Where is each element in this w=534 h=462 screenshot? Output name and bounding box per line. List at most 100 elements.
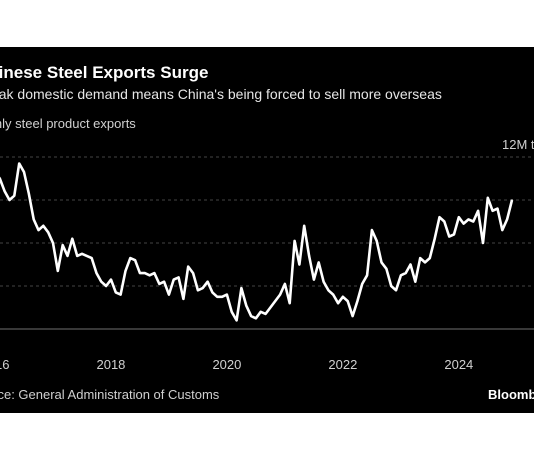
data-point (211, 291, 214, 294)
data-point (293, 240, 296, 242)
data-point (409, 263, 412, 266)
data-point (511, 199, 513, 201)
chart-title: Chinese Steel Exports Surge (0, 63, 209, 82)
y-unit-label: 12M t (502, 137, 534, 152)
data-point (313, 278, 315, 281)
data-point (351, 315, 354, 317)
data-point (110, 278, 112, 281)
data-point (501, 229, 504, 231)
chart-subtitle: Weak domestic demand means China's being… (0, 86, 442, 102)
data-point (129, 257, 132, 259)
data-point (76, 255, 78, 257)
data-point (221, 296, 223, 298)
data-point (28, 192, 30, 195)
data-point (385, 268, 388, 270)
x-tick-label: 2022 (328, 357, 357, 372)
data-point (245, 304, 247, 307)
data-point (153, 272, 156, 274)
data-point (438, 216, 441, 218)
data-point (356, 300, 359, 302)
data-point (124, 270, 127, 272)
data-point (86, 255, 88, 257)
data-point (168, 293, 170, 296)
data-point (371, 229, 373, 231)
data-point (453, 233, 455, 236)
data-point (37, 229, 40, 231)
data-point (134, 259, 136, 261)
series-layer (0, 162, 514, 322)
data-point (119, 293, 122, 296)
data-point (139, 272, 141, 274)
data-point (400, 274, 402, 277)
chart-panel: Chinese Steel Exports Surge Weak domesti… (0, 47, 534, 413)
data-point (42, 225, 45, 227)
data-point (192, 272, 194, 274)
data-point (47, 231, 49, 234)
data-point (18, 162, 21, 165)
data-point (235, 319, 238, 322)
x-tick-label: 2020 (212, 357, 241, 372)
data-point (163, 280, 165, 283)
data-point (342, 296, 344, 298)
data-point (206, 280, 209, 283)
data-point (274, 300, 277, 302)
data-point (158, 283, 161, 285)
data-point (482, 242, 484, 244)
x-axis-ticks: 2016 2018 2020 2022 2024 (0, 357, 473, 372)
data-point (52, 242, 54, 244)
source-note: Source: General Administration of Custom… (0, 387, 220, 402)
data-point (90, 257, 93, 259)
data-point (230, 311, 233, 313)
x-tick-label: 2024 (444, 357, 473, 372)
data-point (487, 197, 489, 199)
data-point (448, 235, 451, 238)
data-point (284, 283, 286, 285)
data-point (458, 216, 460, 218)
data-point (380, 261, 383, 264)
data-point (303, 225, 306, 227)
data-point (8, 199, 11, 201)
data-point (496, 207, 499, 210)
data-point (71, 237, 74, 240)
data-point (61, 244, 64, 246)
data-point (404, 272, 407, 274)
data-point (264, 313, 267, 315)
gridlines (0, 156, 534, 330)
line-chart: 2016 2018 2020 2022 2024 (0, 156, 534, 372)
data-point (100, 280, 103, 283)
data-point (433, 237, 436, 240)
data-point (23, 171, 25, 173)
data-point (467, 218, 470, 221)
data-point (443, 220, 446, 223)
data-point (172, 278, 175, 281)
data-point (226, 293, 228, 296)
x-tick-label: 2016 (0, 357, 9, 372)
data-point (346, 300, 349, 302)
data-point (279, 293, 281, 296)
series-line-steel-exports (0, 162, 514, 322)
data-point (105, 285, 107, 287)
data-point (144, 272, 146, 274)
data-point (197, 289, 199, 292)
data-point (250, 315, 252, 317)
data-point (366, 274, 368, 277)
data-point (216, 296, 218, 298)
data-point (269, 306, 272, 309)
data-point (332, 293, 335, 296)
data-point (317, 261, 320, 264)
data-point (477, 210, 479, 212)
data-point (472, 220, 475, 223)
data-point (506, 218, 508, 221)
data-point (32, 218, 35, 221)
data-point (337, 302, 339, 304)
data-point (322, 280, 325, 283)
data-point (255, 317, 257, 320)
data-point (259, 311, 262, 313)
data-point (115, 291, 117, 294)
data-point (395, 289, 397, 292)
data-point (66, 255, 69, 257)
data-point (462, 222, 465, 225)
data-point (148, 274, 151, 277)
data-point (424, 261, 426, 264)
data-point (419, 257, 422, 259)
